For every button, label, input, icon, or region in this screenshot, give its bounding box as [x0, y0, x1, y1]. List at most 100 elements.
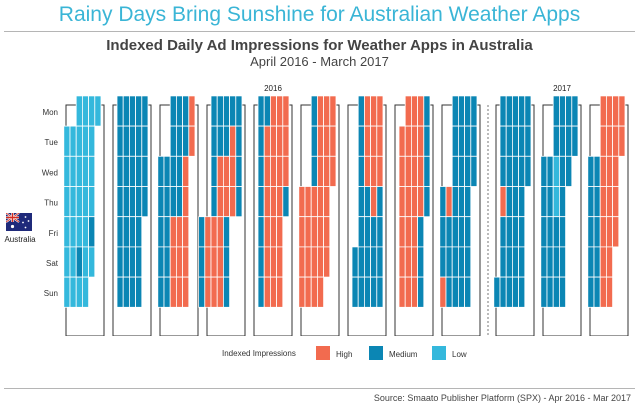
heatmap-cell	[82, 216, 90, 248]
heatmap-cell	[175, 216, 183, 248]
heatmap-cell	[552, 95, 560, 127]
heatmap-cell	[182, 95, 190, 127]
heatmap-cell	[404, 186, 412, 218]
heatmap-cell	[175, 125, 183, 157]
year-label: 2016	[264, 84, 282, 93]
heatmap-cell	[69, 246, 77, 278]
heatmap-cell	[606, 95, 614, 127]
heatmap-cell	[376, 276, 384, 308]
heatmap-cell	[310, 186, 318, 218]
heatmap-cell	[316, 95, 324, 127]
heatmap-cell	[210, 246, 218, 278]
heatmap-cell	[263, 186, 271, 218]
heatmap-cell	[593, 246, 601, 278]
heatmap-cell	[116, 125, 124, 157]
heatmap-cell	[499, 155, 507, 187]
heatmap-cell	[323, 155, 331, 187]
heatmap-cell	[451, 186, 459, 218]
heatmap-cell	[128, 276, 136, 308]
heatmap-cell	[499, 246, 507, 278]
heatmap-cell	[546, 155, 554, 187]
heatmap-cell	[298, 276, 306, 308]
heatmap-cell	[88, 95, 96, 127]
heatmap-cell	[546, 186, 554, 218]
heatmap-cell	[210, 216, 218, 248]
heatmap-cell	[122, 95, 130, 127]
australia-flag-icon	[6, 213, 32, 231]
heatmap-cell	[210, 95, 218, 127]
heatmap-cell	[404, 95, 412, 127]
heatmap-cell	[370, 125, 378, 157]
heatmap-cell	[269, 125, 277, 157]
heatmap-cell	[116, 186, 124, 218]
heatmap-cell	[235, 125, 243, 157]
heatmap-cell	[263, 276, 271, 308]
heatmap-cell	[128, 155, 136, 187]
heatmap-cell	[593, 216, 601, 248]
heatmap-cell	[157, 246, 165, 278]
chart-legend: Indexed Impressions High Medium Low	[0, 346, 639, 362]
heatmap-cell	[518, 246, 526, 278]
heatmap-cell	[210, 276, 218, 308]
heatmap-cell	[417, 125, 425, 157]
heatmap-cell	[210, 155, 218, 187]
heatmap-cell	[222, 95, 230, 127]
heatmap-cell	[445, 246, 453, 278]
heatmap-cell	[141, 155, 149, 187]
heatmap-cell	[512, 246, 520, 278]
heatmap-cell	[559, 155, 567, 187]
page-banner-title: Rainy Days Bring Sunshine for Australian…	[58, 3, 581, 26]
heatmap-cell	[310, 125, 318, 157]
heatmap-cell	[593, 155, 601, 187]
heatmap-cell	[310, 155, 318, 187]
heatmap-cell	[404, 155, 412, 187]
heatmap-cell	[323, 246, 331, 278]
heatmap-cell	[222, 246, 230, 278]
heatmap-cell	[559, 95, 567, 127]
heatmap-cell	[298, 246, 306, 278]
heatmap-cell	[540, 276, 548, 308]
heatmap-cell	[128, 125, 136, 157]
heatmap-cell	[122, 186, 130, 218]
heatmap-cell	[169, 125, 177, 157]
heatmap-cell	[257, 155, 265, 187]
heatmap-cell	[182, 246, 190, 278]
heatmap-cell	[398, 155, 406, 187]
heatmap-cell	[524, 155, 532, 187]
heatmap-cell	[398, 246, 406, 278]
heatmap-cell	[612, 216, 620, 248]
heatmap-cell	[329, 155, 337, 187]
heatmap-cell	[316, 125, 324, 157]
heatmap-cell	[269, 276, 277, 308]
heatmap-cell	[571, 95, 579, 127]
heatmap-cell	[546, 216, 554, 248]
heatmap-cell	[618, 95, 626, 127]
y-tick-label: Sat	[46, 259, 59, 268]
heatmap-cell	[606, 246, 614, 278]
heatmap-cell	[518, 155, 526, 187]
heatmap-cell	[182, 276, 190, 308]
heatmap-cell	[357, 125, 365, 157]
heatmap-cell	[210, 186, 218, 218]
heatmap-cell	[512, 155, 520, 187]
heatmap-cell	[606, 186, 614, 218]
heatmap-cell	[457, 216, 465, 248]
heatmap-cell	[316, 246, 324, 278]
legend-title: Indexed Impressions	[222, 349, 296, 358]
heatmap-cell	[464, 216, 472, 248]
y-tick-label: Thu	[44, 199, 58, 208]
heatmap-cell	[229, 95, 237, 127]
heatmap-cell	[417, 246, 425, 278]
heatmap-cell	[235, 186, 243, 218]
heatmap-cell	[182, 186, 190, 218]
heatmap-cell	[559, 125, 567, 157]
heatmap-cell	[216, 276, 224, 308]
heatmap-cell	[188, 125, 196, 157]
heatmap-cell	[316, 155, 324, 187]
heatmap-cell	[75, 276, 83, 308]
heatmap-cell	[410, 276, 418, 308]
heatmap-cell	[410, 186, 418, 218]
heatmap-cell	[398, 125, 406, 157]
heatmap-cell	[357, 95, 365, 127]
footer-divider	[4, 388, 635, 389]
